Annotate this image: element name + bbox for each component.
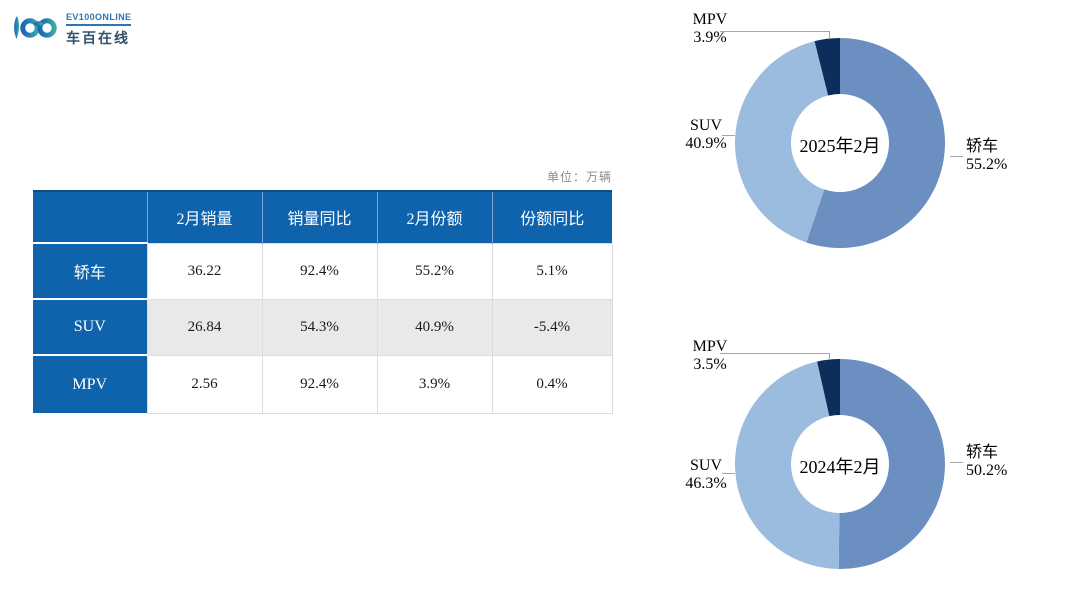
cell-mpv-share-yoy: 0.4% <box>491 354 613 414</box>
donut-slice-SUV <box>735 41 829 243</box>
callout-suv-2024: SUV 46.3% <box>670 457 742 493</box>
callout-suv-2025: SUV 40.9% <box>670 117 742 153</box>
leader-dash-sedan-2024 <box>950 462 963 463</box>
leader-dash-suv-2025 <box>722 135 735 136</box>
callout-sedan-pct: 55.2% <box>966 156 1008 173</box>
callout-suv-name: SUV <box>689 457 722 474</box>
header-cell-feb-sales: 2月销量 <box>146 190 262 243</box>
callout-mpv-2025: MPV 3.9% <box>674 11 746 47</box>
ev100-logo-icon <box>14 15 57 39</box>
cell-mpv-share: 3.9% <box>376 354 492 414</box>
cell-suv-share: 40.9% <box>376 298 492 356</box>
row-label-mpv: MPV <box>33 354 147 413</box>
table-row: SUV 26.84 54.3% 40.9% -5.4% <box>33 298 613 356</box>
row-label-suv: SUV <box>33 298 147 355</box>
cell-sedan-sales: 36.22 <box>146 242 262 300</box>
cell-suv-share-yoy: -5.4% <box>491 298 613 356</box>
cell-suv-sales-yoy: 54.3% <box>261 298 377 356</box>
leader-line-mpv-2025 <box>720 31 830 38</box>
callout-suv-name: SUV <box>689 117 722 134</box>
callout-mpv-pct: 3.9% <box>693 29 727 46</box>
callout-sedan-name: 轿车 <box>966 444 999 461</box>
donut-2025-svg <box>735 38 945 248</box>
donut-slice-SUV <box>735 361 840 569</box>
table-header-row: 2月销量 销量同比 2月份额 份额同比 <box>33 190 612 243</box>
table-row: MPV 2.56 92.4% 3.9% 0.4% <box>33 354 613 414</box>
callout-sedan-pct: 50.2% <box>966 462 1008 479</box>
header-cell-share-yoy: 份额同比 <box>491 190 612 243</box>
leader-dash-suv-2024 <box>722 473 735 474</box>
callout-sedan-2024: 轿车 50.2% <box>966 444 1007 480</box>
donut-chart-2024: 2024年2月 MPV 3.5% SUV 46.3% 轿车 50.2% <box>660 330 1080 606</box>
table-row: 轿车 36.22 92.4% 55.2% 5.1% <box>33 242 613 300</box>
donut-slice-轿车 <box>806 38 945 248</box>
cell-sedan-share: 55.2% <box>376 242 492 300</box>
cell-sedan-share-yoy: 5.1% <box>491 242 613 300</box>
cell-sedan-sales-yoy: 92.4% <box>261 242 377 300</box>
header-cell-sales-yoy: 销量同比 <box>261 190 377 243</box>
row-label-sedan: 轿车 <box>33 242 147 299</box>
leader-dash-sedan-2025 <box>950 156 963 157</box>
callout-mpv-name: MPV <box>692 11 728 28</box>
cell-mpv-sales-yoy: 92.4% <box>261 354 377 414</box>
logo: EV100ONLINE 车百在线 <box>10 7 132 48</box>
callout-suv-pct: 46.3% <box>685 475 727 492</box>
cell-mpv-sales: 2.56 <box>146 354 262 414</box>
callout-mpv-name: MPV <box>692 338 728 355</box>
donut-2024-svg <box>735 359 945 569</box>
donut-slice-MPV <box>817 359 840 417</box>
logo-text: EV100ONLINE 车百在线 <box>66 7 132 48</box>
brand-name-cn: 车百在线 <box>66 30 130 46</box>
donut-chart-2025: 2025年2月 MPV 3.9% SUV 40.9% 轿车 55.2% <box>660 0 1080 270</box>
header-cell-empty <box>33 190 147 243</box>
unit-note: 单位：万辆 <box>546 170 612 184</box>
cell-suv-sales: 26.84 <box>146 298 262 356</box>
brand-name-en: EV100ONLINE <box>66 12 132 26</box>
donut-2025-center-label: 2025年2月 <box>799 136 881 156</box>
callout-sedan-name: 轿车 <box>966 138 999 155</box>
leader-line-mpv-2024 <box>720 353 830 360</box>
donut-2024-center-label: 2024年2月 <box>799 457 881 477</box>
donut-slice-轿车 <box>838 359 945 569</box>
header-cell-feb-share: 2月份额 <box>376 190 492 243</box>
donut-slice-MPV <box>814 38 840 96</box>
callout-mpv-pct: 3.5% <box>693 356 727 373</box>
callout-mpv-2024: MPV 3.5% <box>674 338 746 374</box>
callout-sedan-2025: 轿车 55.2% <box>966 138 1007 174</box>
callout-suv-pct: 40.9% <box>685 135 727 152</box>
sales-table: 2月销量 销量同比 2月份额 份额同比 轿车 36.22 92.4% 55.2%… <box>33 190 613 414</box>
